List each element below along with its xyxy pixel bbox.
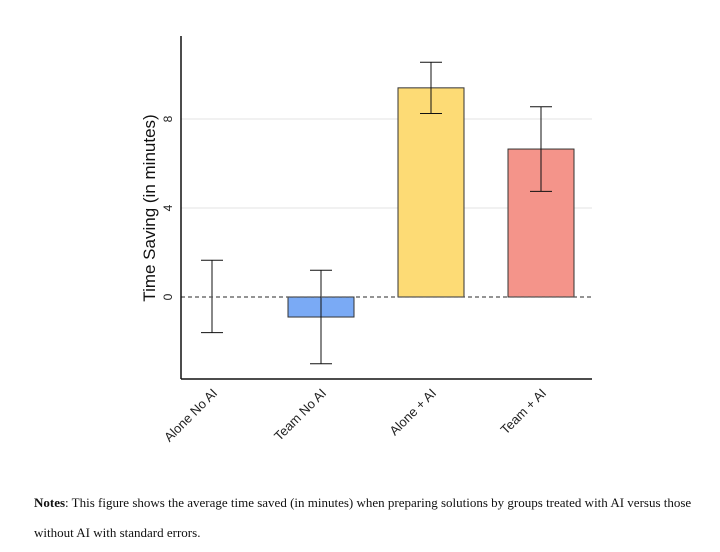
- bar-chart: 0 4 8 Alone No AI Team No AI Alone + AI Team …: [140, 36, 592, 445]
- x-tick-label-1: Team No AI: [271, 386, 329, 444]
- bar-2: [397, 87, 465, 298]
- figure-notes: Notes: This figure shows the average tim…: [34, 488, 694, 548]
- x-tick-label-3: Team + AI: [497, 386, 549, 438]
- y-tick-label-0: 0: [161, 293, 175, 300]
- notes-text: : This figure shows the average time sav…: [34, 495, 692, 540]
- axes: [180, 36, 592, 380]
- notes-label: Notes: [34, 495, 66, 510]
- y-tick-label-2: 8: [161, 115, 175, 122]
- x-tick-labels: Alone No AI Team No AI Alone + AI Team + AI: [161, 386, 549, 445]
- y-tick-label-1: 4: [161, 204, 175, 211]
- y-tick-labels: 0 4 8: [161, 115, 175, 300]
- y-axis-title: Time Saving (in minutes): [140, 114, 159, 301]
- x-tick-label-2: Alone + AI: [386, 386, 439, 439]
- x-tick-label-0: Alone No AI: [161, 386, 220, 445]
- error-bars: [201, 61, 552, 365]
- bars: [287, 87, 575, 318]
